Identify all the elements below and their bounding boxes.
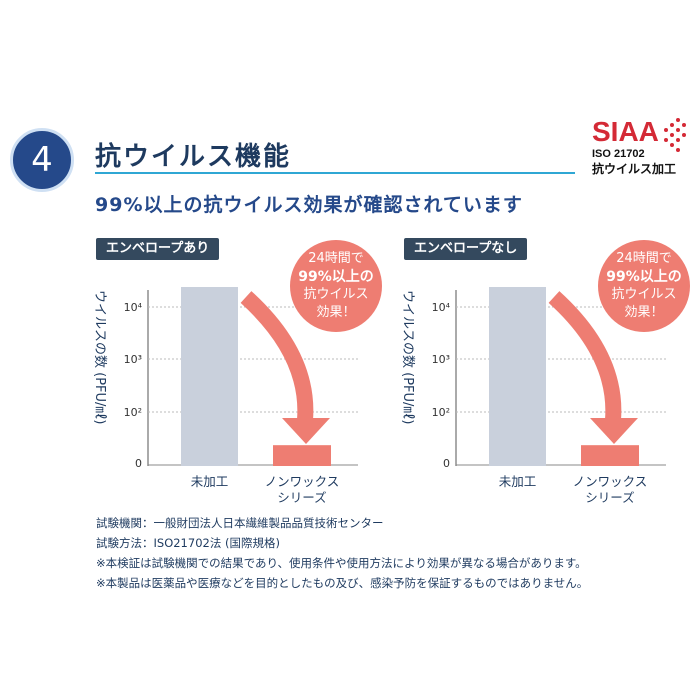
- siaa-mark: SIAA: [592, 116, 659, 147]
- bar: [181, 287, 238, 466]
- chart-1-title: エンベロープあり: [96, 238, 220, 260]
- callout-line-2: 99%以上の: [298, 269, 374, 285]
- y-tick-label: 0: [443, 457, 450, 470]
- chart-2-callout: 24時間で 99%以上の 抗ウイルス 効果！: [598, 240, 690, 332]
- y-tick-label: 10²: [124, 406, 142, 419]
- y-tick-label: 10⁴: [124, 301, 143, 314]
- chart-1-callout: 24時間で 99%以上の 抗ウイルス 効果！: [290, 240, 382, 332]
- chart-2-title: エンベロープなし: [404, 238, 528, 260]
- footer-disclaimer-1: ※本検証は試験機関での結果であり、使用条件や使用方法により効果が異なる場合があり…: [96, 556, 587, 570]
- x-tick-label: シリーズ: [277, 490, 326, 505]
- y-tick-label: 10⁴: [432, 301, 451, 314]
- y-tick-label: 10³: [432, 353, 450, 366]
- siaa-label: 抗ウイルス加工: [592, 162, 677, 176]
- arrow-head: [282, 418, 330, 444]
- section-number-badge: 4: [10, 128, 74, 192]
- y-axis-label: ウイルスの数 (PFU/㎖): [92, 290, 107, 425]
- callout-line-1: 24時間で: [308, 251, 364, 266]
- bar: [489, 287, 546, 466]
- callout-line-3: 抗ウイルス: [611, 287, 677, 302]
- callout-line-2: 99%以上の: [606, 269, 682, 285]
- title-divider: [95, 172, 575, 174]
- siaa-dot-grid-icon: [664, 118, 686, 152]
- arrow-stroke: [240, 291, 314, 421]
- siaa-certification-logo: SIAA ISO 21702 抗ウイルス加工: [592, 116, 692, 177]
- x-tick-label: ノンワックス: [573, 474, 648, 489]
- y-tick-label: 10²: [432, 406, 450, 419]
- page-subtitle: 99%以上の抗ウイルス効果が確認されています: [95, 194, 523, 216]
- callout-line-1: 24時間で: [616, 251, 672, 266]
- y-tick-label: 10³: [124, 353, 142, 366]
- x-tick-label: 未加工: [499, 474, 537, 489]
- footer-test-org: 試験機関：一般財団法人日本繊維製品品質技術センター: [96, 516, 384, 530]
- callout-line-3: 抗ウイルス: [303, 287, 369, 302]
- x-tick-label: ノンワックス: [265, 474, 340, 489]
- arrow-stroke: [548, 291, 622, 421]
- x-tick-label: シリーズ: [585, 490, 634, 505]
- y-tick-label: 0: [135, 457, 142, 470]
- bar: [273, 445, 331, 466]
- callout-line-4: 効果！: [624, 305, 664, 320]
- footer-notes: 試験機関：一般財団法人日本繊維製品品質技術センター 試験方法：ISO21702法…: [96, 513, 588, 593]
- callout-line-4: 効果！: [316, 305, 356, 320]
- page-title: 抗ウイルス機能: [95, 142, 292, 172]
- y-axis-label: ウイルスの数 (PFU/㎖): [400, 290, 415, 425]
- footer-disclaimer-2: ※本製品は医薬品や医療などを目的としたもの及び、感染予防を保証するものではありま…: [96, 576, 589, 590]
- bar: [581, 445, 639, 466]
- footer-test-method: 試験方法：ISO21702法 (国際規格): [96, 536, 280, 550]
- x-tick-label: 未加工: [191, 474, 229, 489]
- arrow-head: [590, 418, 638, 444]
- siaa-standard: ISO 21702: [592, 148, 645, 160]
